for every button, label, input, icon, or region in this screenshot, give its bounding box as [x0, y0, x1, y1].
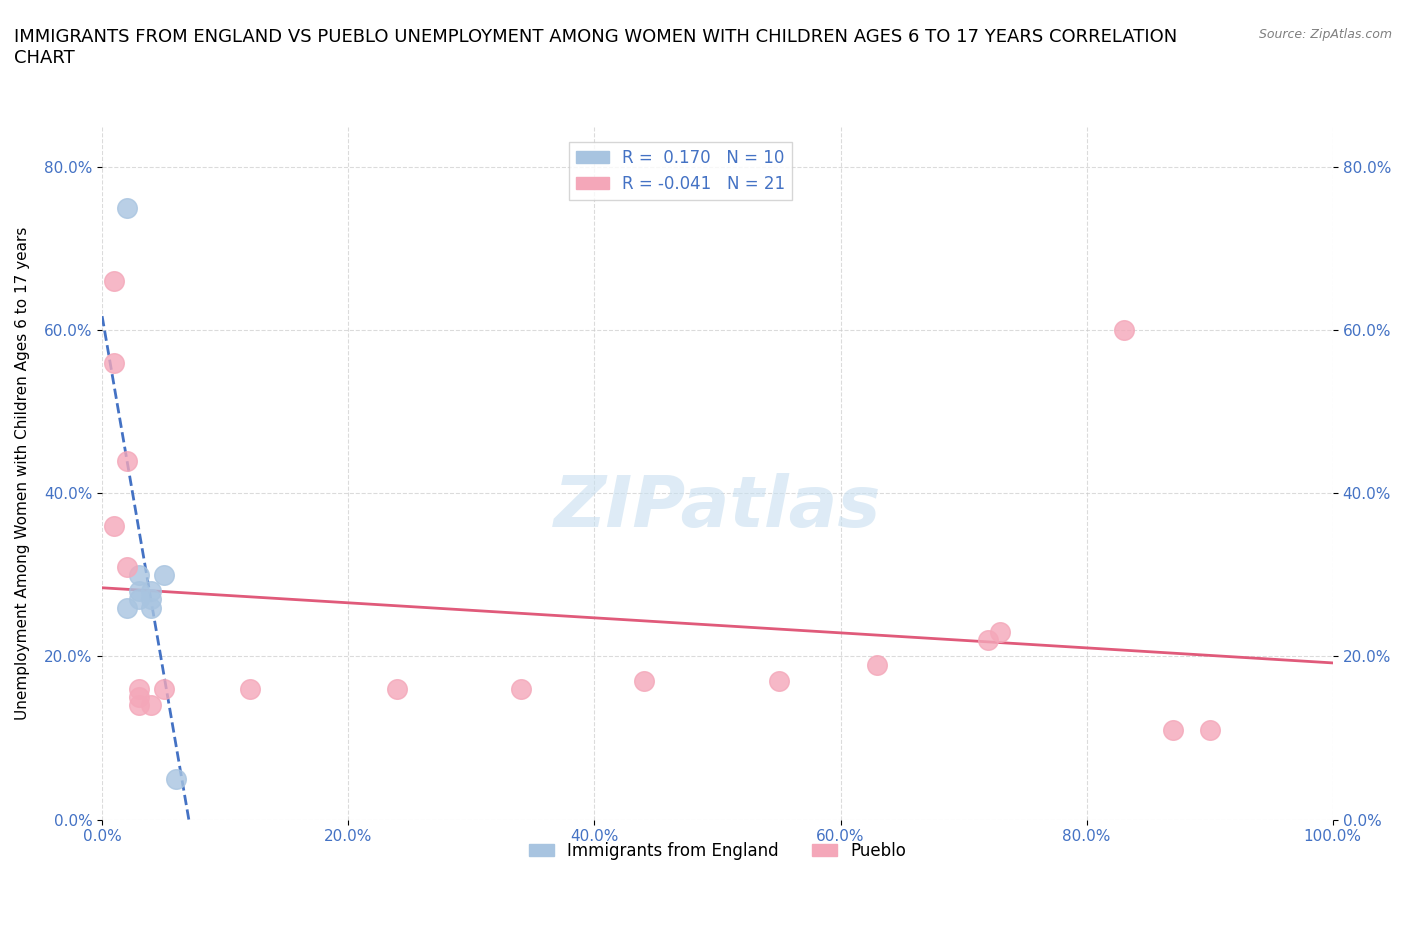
Text: Source: ZipAtlas.com: Source: ZipAtlas.com	[1258, 28, 1392, 41]
Point	[141, 592, 163, 607]
Point	[128, 584, 150, 599]
Point	[768, 673, 790, 688]
Point	[141, 600, 163, 615]
Point	[115, 201, 138, 216]
Point	[141, 698, 163, 713]
Point	[141, 584, 163, 599]
Point	[633, 673, 655, 688]
Point	[103, 355, 125, 370]
Point	[977, 632, 1000, 647]
Text: ZIPatlas: ZIPatlas	[554, 473, 882, 542]
Point	[1198, 723, 1220, 737]
Point	[165, 771, 187, 786]
Point	[128, 592, 150, 607]
Point	[990, 625, 1012, 640]
Point	[128, 567, 150, 582]
Point	[866, 658, 889, 672]
Point	[1161, 723, 1184, 737]
Point	[387, 682, 409, 697]
Point	[152, 567, 174, 582]
Point	[152, 682, 174, 697]
Point	[239, 682, 262, 697]
Y-axis label: Unemployment Among Women with Children Ages 6 to 17 years: Unemployment Among Women with Children A…	[15, 226, 30, 720]
Text: IMMIGRANTS FROM ENGLAND VS PUEBLO UNEMPLOYMENT AMONG WOMEN WITH CHILDREN AGES 6 : IMMIGRANTS FROM ENGLAND VS PUEBLO UNEMPL…	[14, 28, 1177, 67]
Point	[509, 682, 531, 697]
Point	[128, 690, 150, 705]
Point	[128, 682, 150, 697]
Legend: Immigrants from England, Pueblo: Immigrants from England, Pueblo	[522, 835, 912, 867]
Point	[115, 600, 138, 615]
Point	[128, 698, 150, 713]
Point	[103, 519, 125, 534]
Point	[115, 559, 138, 574]
Point	[103, 274, 125, 289]
Point	[1112, 323, 1135, 338]
Point	[115, 454, 138, 469]
